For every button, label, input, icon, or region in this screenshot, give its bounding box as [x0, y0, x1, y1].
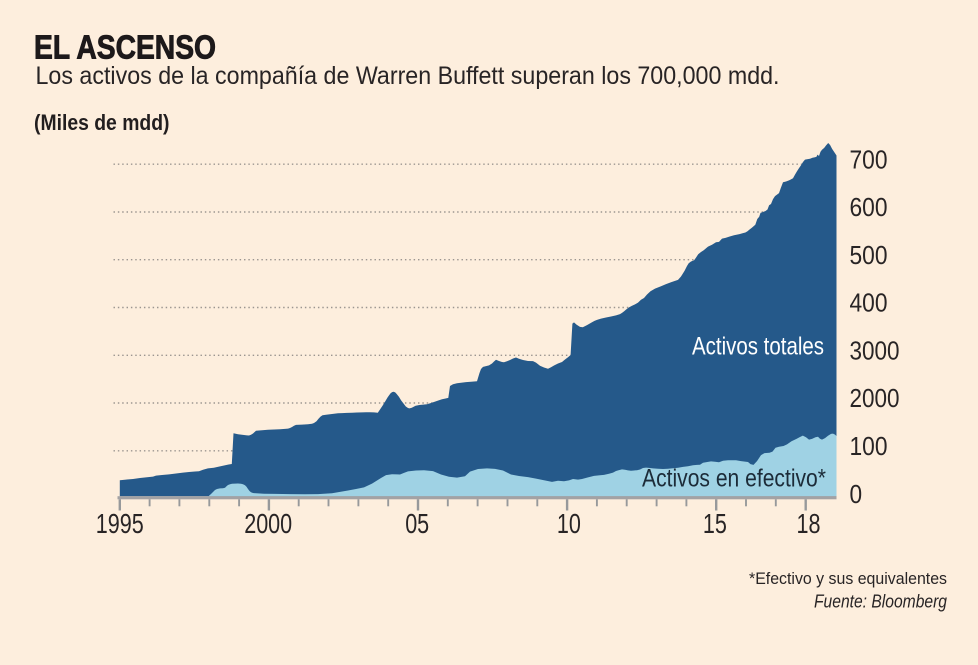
svg-text:2000: 2000 [850, 385, 900, 413]
svg-text:10: 10 [557, 508, 581, 539]
svg-text:400: 400 [850, 290, 888, 318]
svg-text:1995: 1995 [96, 508, 144, 539]
svg-text:700: 700 [850, 146, 888, 174]
svg-text:Fuente: Bloomberg: Fuente: Bloomberg [814, 592, 947, 612]
svg-text:05: 05 [405, 508, 429, 539]
svg-text:500: 500 [850, 242, 888, 270]
svg-text:*Efectivo y sus equivalentes: *Efectivo y sus equivalentes [749, 569, 947, 588]
svg-text:EL ASCENSO: EL ASCENSO [34, 30, 216, 67]
svg-text:3000: 3000 [850, 338, 900, 366]
svg-text:(Miles de mdd): (Miles de mdd) [34, 110, 170, 135]
svg-text:Activos en efectivo*: Activos en efectivo* [642, 465, 826, 493]
svg-text:Los activos de la compañía de: Los activos de la compañía de Warren Buf… [36, 62, 780, 90]
svg-text:100: 100 [850, 433, 888, 461]
svg-text:600: 600 [850, 194, 888, 222]
svg-text:0: 0 [850, 481, 863, 509]
svg-text:Activos totales: Activos totales [692, 333, 824, 361]
svg-text:2000: 2000 [244, 508, 292, 539]
svg-text:15: 15 [703, 508, 727, 539]
svg-text:18: 18 [797, 508, 821, 539]
